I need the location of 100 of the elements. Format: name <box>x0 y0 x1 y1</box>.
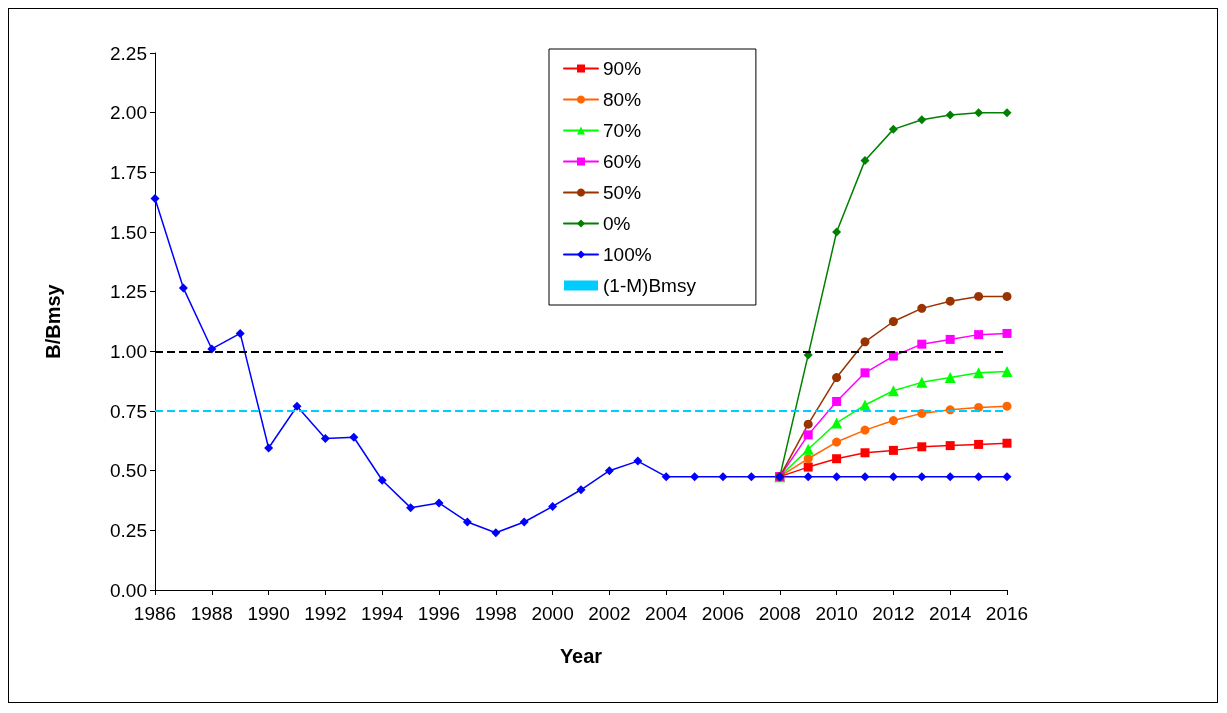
point <box>1002 472 1012 482</box>
x-tick-label: 2012 <box>872 603 915 624</box>
legend-label: 60% <box>603 151 642 172</box>
point <box>888 416 898 426</box>
point <box>491 528 501 538</box>
legend-label: 90% <box>603 58 642 79</box>
point <box>888 351 898 361</box>
y-tick-label: 0.00 <box>110 579 147 601</box>
point <box>974 330 984 340</box>
point <box>831 417 843 429</box>
legend-label: 0% <box>603 213 631 234</box>
point <box>917 442 927 452</box>
legend-label: 50% <box>603 182 642 203</box>
point <box>945 296 955 306</box>
point <box>917 472 927 482</box>
point <box>1002 401 1012 411</box>
point <box>917 303 927 313</box>
y-tick-label: 2.00 <box>110 102 147 124</box>
point <box>832 396 842 406</box>
point <box>832 454 842 464</box>
point <box>406 503 416 513</box>
point <box>803 472 813 482</box>
x-tick-label: 1986 <box>133 603 177 624</box>
x-tick-label: 2000 <box>531 603 574 624</box>
y-axis-title: B/Bmsy <box>42 283 64 359</box>
point <box>604 466 614 476</box>
x-tick-label: 1998 <box>474 603 517 624</box>
point <box>235 328 245 338</box>
point <box>860 425 870 435</box>
point <box>888 472 898 482</box>
point <box>860 337 870 347</box>
point <box>974 472 984 482</box>
point <box>803 462 813 472</box>
point <box>1002 291 1012 301</box>
point <box>916 376 928 388</box>
point <box>860 155 870 165</box>
point <box>973 367 985 379</box>
legend-label: 100% <box>603 244 652 265</box>
point <box>945 110 955 120</box>
point <box>888 445 898 455</box>
legend-label: 80% <box>603 89 642 110</box>
point <box>802 443 814 455</box>
x-tick-label: 2002 <box>588 603 631 624</box>
point <box>746 472 756 482</box>
point <box>888 317 898 326</box>
point <box>178 283 188 293</box>
point <box>974 291 984 301</box>
point <box>945 472 955 482</box>
legend-label: (1-M)Bmsy <box>603 275 697 296</box>
y-tick-label: 1.25 <box>110 281 147 303</box>
x-tick-label: 1990 <box>247 603 290 624</box>
point <box>945 334 955 344</box>
point <box>320 433 330 443</box>
y-tick-label: 0.25 <box>110 519 147 541</box>
point <box>690 472 700 482</box>
point <box>661 472 671 482</box>
point <box>548 501 558 511</box>
x-axis-title: Year <box>559 645 603 667</box>
point <box>860 472 870 482</box>
point <box>633 456 643 466</box>
point <box>832 227 842 237</box>
point <box>434 498 444 508</box>
point <box>832 472 842 482</box>
y-tick-label: 0.50 <box>110 460 147 482</box>
point <box>1002 328 1012 338</box>
point <box>974 108 984 118</box>
point <box>887 385 899 397</box>
point <box>207 344 217 354</box>
point <box>945 441 955 451</box>
point <box>150 194 160 204</box>
point <box>462 517 472 527</box>
x-tick-label: 2006 <box>701 603 745 624</box>
point <box>377 475 387 485</box>
point <box>917 115 927 125</box>
x-tick-label: 1988 <box>190 603 233 624</box>
y-tick-label: 1.50 <box>110 221 147 243</box>
point <box>1002 438 1012 448</box>
y-tick-label: 2.25 <box>110 42 147 64</box>
point <box>832 373 842 383</box>
point <box>860 368 870 378</box>
x-tick-label: 2014 <box>929 603 972 624</box>
y-tick-label: 0.75 <box>110 400 147 422</box>
point <box>917 408 927 418</box>
point <box>292 401 302 411</box>
x-tick-label: 2010 <box>815 603 858 624</box>
point <box>832 437 842 447</box>
point <box>264 443 274 453</box>
x-tick-label: 2004 <box>645 603 688 624</box>
x-tick-label: 2008 <box>758 603 801 624</box>
point <box>803 419 813 429</box>
y-tick-label: 1.75 <box>110 161 147 183</box>
y-tick-label: 1.00 <box>110 340 147 362</box>
point <box>1002 108 1012 118</box>
point <box>944 372 956 384</box>
point <box>718 472 728 482</box>
point <box>860 448 870 458</box>
point <box>349 432 359 442</box>
x-tick-label: 1996 <box>417 603 461 624</box>
point <box>803 430 813 440</box>
x-tick-label: 1994 <box>361 603 404 624</box>
